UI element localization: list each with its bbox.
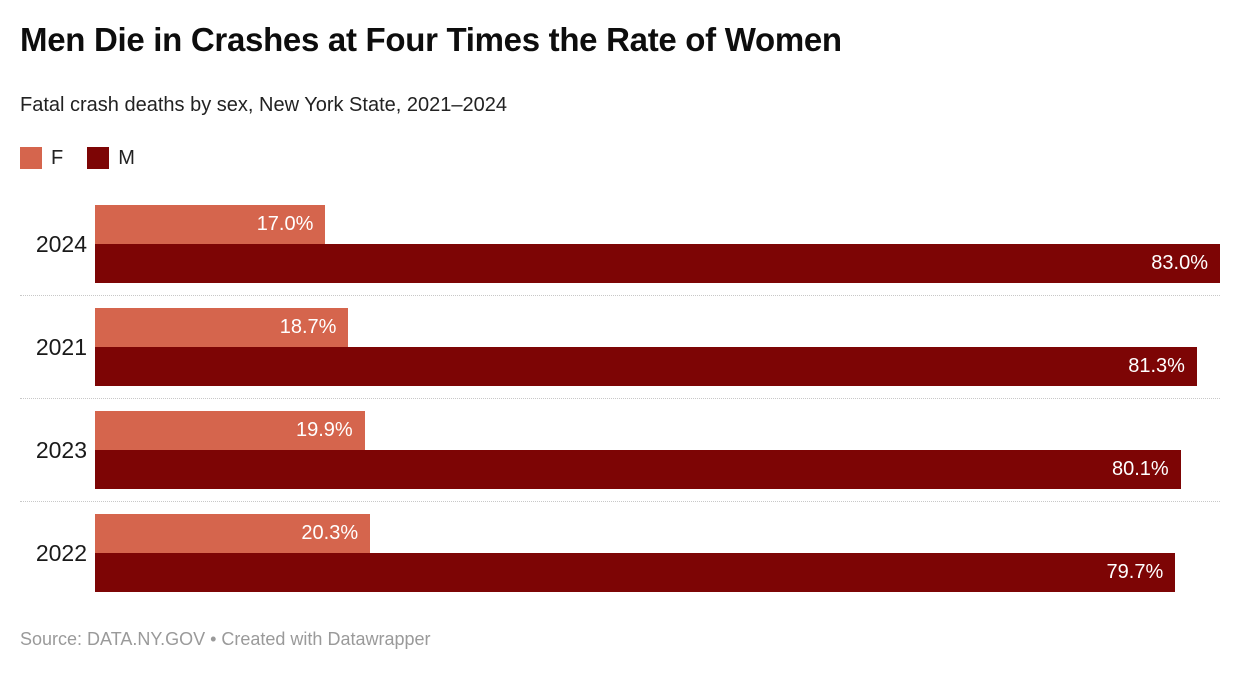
- value-label-2022-f: 20.3%: [301, 522, 359, 544]
- chart-subtitle: Fatal crash deaths by sex, New York Stat…: [20, 94, 507, 116]
- bars-2024: 17.0% 83.0%: [95, 205, 1220, 283]
- bar-2021-f: 18.7%: [95, 308, 349, 347]
- group-separator: [20, 398, 1220, 399]
- category-label-2023: 2023: [35, 436, 87, 463]
- legend-swatch-m: [87, 147, 110, 169]
- bar-group-2023: 2023 19.9% 80.1%: [20, 411, 1220, 489]
- bar-2022-f: 20.3%: [95, 514, 371, 553]
- bars-2021: 18.7% 81.3%: [95, 308, 1220, 386]
- value-label-2023-m: 80.1%: [1111, 458, 1169, 480]
- value-label-2023-f: 19.9%: [296, 419, 353, 441]
- bars-2023: 19.9% 80.1%: [95, 411, 1220, 489]
- bar-2023-f: 19.9%: [95, 411, 365, 450]
- category-label-2022: 2022: [35, 539, 87, 566]
- legend-swatch-f: [20, 147, 42, 169]
- group-separator: [20, 295, 1220, 296]
- value-label-2021-f: 18.7%: [279, 316, 337, 338]
- value-label-2024-f: 17.0%: [256, 213, 314, 235]
- group-separator: [20, 501, 1220, 502]
- source-link[interactable]: DATA.NY.GOV: [87, 629, 206, 649]
- bar-group-2022: 2022 20.3% 79.7%: [20, 514, 1220, 592]
- bars-2022: 20.3% 79.7%: [95, 514, 1220, 592]
- bar-2023-m: 80.1%: [95, 450, 1181, 489]
- bar-2024-m: 83.0%: [95, 244, 1220, 283]
- source-prefix-label: Source:: [20, 629, 88, 649]
- chart-container: Men Die in Crashes at Four Times the Rat…: [0, 20, 1240, 676]
- bar-chart: 2024 17.0% 83.0% 2021 18.7% 81.3% 2023 19.9% 80.…: [20, 205, 1220, 592]
- datawrapper-credit-link[interactable]: Created with Datawrapper: [221, 629, 431, 649]
- legend-item-m: M: [87, 147, 135, 169]
- footer-separator: •: [205, 629, 222, 649]
- footer: Source: DATA.NY.GOV • Created with Dataw…: [20, 627, 1220, 651]
- legend-label-m: M: [118, 147, 135, 169]
- bar-group-2024: 2024 17.0% 83.0%: [20, 205, 1220, 283]
- legend-label-f: F: [51, 147, 64, 169]
- bar-2024-f: 17.0%: [95, 205, 326, 244]
- value-label-2021-m: 81.3%: [1128, 355, 1185, 377]
- bar-group-2021: 2021 18.7% 81.3%: [20, 308, 1220, 386]
- value-label-2024-m: 83.0%: [1151, 252, 1208, 274]
- value-label-2022-m: 79.7%: [1106, 561, 1164, 583]
- category-label-2024: 2024: [35, 230, 87, 257]
- legend-item-f: F: [20, 147, 63, 169]
- bar-2022-m: 79.7%: [95, 553, 1176, 592]
- category-label-2021: 2021: [35, 333, 87, 360]
- bar-2021-m: 81.3%: [95, 347, 1197, 386]
- chart-title: Men Die in Crashes at Four Times the Rat…: [20, 21, 842, 58]
